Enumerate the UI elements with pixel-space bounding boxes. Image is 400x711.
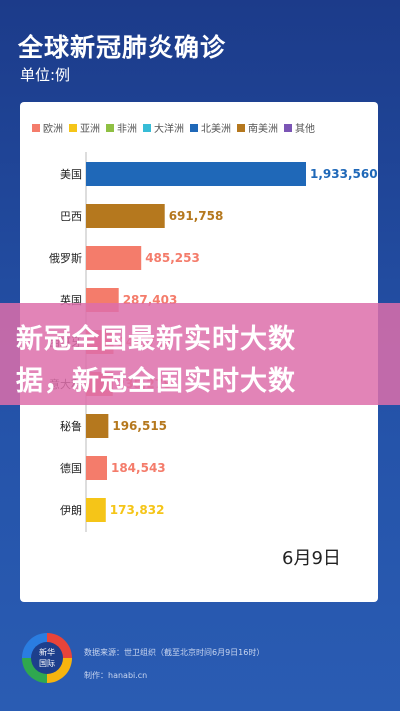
unit-label: 单位:例 — [20, 66, 71, 84]
category-label: 秘鲁 — [60, 419, 82, 433]
bar — [86, 414, 109, 438]
category-label: 俄罗斯 — [49, 252, 82, 265]
legend-label: 北美洲 — [201, 124, 231, 135]
bar — [86, 204, 165, 228]
xinhua-logo-icon: 新华 国际 — [22, 633, 72, 683]
value-label: 691,758 — [169, 209, 224, 223]
page-title: 全球新冠肺炎确诊 — [18, 33, 227, 62]
title-banner: 新冠全国最新实时大数 据，新冠全国实时大数 — [0, 303, 400, 405]
legend-item: 北美洲 — [190, 120, 231, 135]
value-label: 173,832 — [110, 503, 165, 517]
legend-item: 大洋洲 — [143, 120, 184, 135]
legend-item: 南美洲 — [237, 120, 278, 135]
legend-label: 亚洲 — [80, 124, 100, 135]
chart-legend: 欧洲 亚洲 非洲 大洋洲 北美洲 南美洲 其他 — [32, 120, 372, 135]
bar — [86, 246, 142, 270]
legend-swatch — [69, 123, 77, 132]
bar — [86, 456, 107, 480]
legend-label: 欧洲 — [43, 124, 63, 135]
logo-text-line-1: 新华 — [39, 648, 55, 657]
legend-item: 非洲 — [106, 120, 137, 135]
legend-label: 大洋洲 — [154, 124, 184, 135]
legend-swatch — [32, 123, 40, 132]
banner-line-2: 据，新冠全国实时大数 — [16, 366, 296, 397]
legend-item: 亚洲 — [69, 120, 100, 135]
bar — [86, 498, 106, 522]
category-label: 美国 — [60, 168, 82, 181]
legend-swatch — [190, 123, 198, 132]
value-label: 485,253 — [145, 251, 200, 265]
category-label: 巴西 — [60, 210, 82, 223]
category-label: 伊朗 — [60, 504, 82, 517]
producer-credit: 制作：hanabi.cn — [84, 671, 148, 680]
legend-label: 其他 — [295, 124, 315, 135]
legend-label: 南美洲 — [248, 124, 278, 135]
data-source: 数据来源：世卫组织（截至北京时间6月9日16时） — [84, 648, 265, 657]
banner-line-1: 新冠全国最新实时大数 — [16, 324, 296, 355]
logo-text-line-2: 国际 — [39, 659, 55, 668]
legend-label: 非洲 — [117, 124, 137, 135]
legend-swatch — [284, 123, 292, 132]
legend-swatch — [106, 123, 114, 132]
value-label: 1,933,560 — [310, 167, 378, 181]
logo-text: 新华 国际 — [31, 642, 63, 674]
legend-swatch — [237, 123, 245, 132]
bar — [86, 162, 306, 186]
category-label: 德国 — [60, 461, 82, 475]
date-label: 6月9日 — [282, 548, 341, 569]
value-label: 184,543 — [111, 461, 166, 475]
value-label: 196,515 — [112, 419, 167, 433]
legend-item: 其他 — [284, 120, 315, 135]
legend-swatch — [143, 123, 151, 132]
legend-item: 欧洲 — [32, 120, 63, 135]
